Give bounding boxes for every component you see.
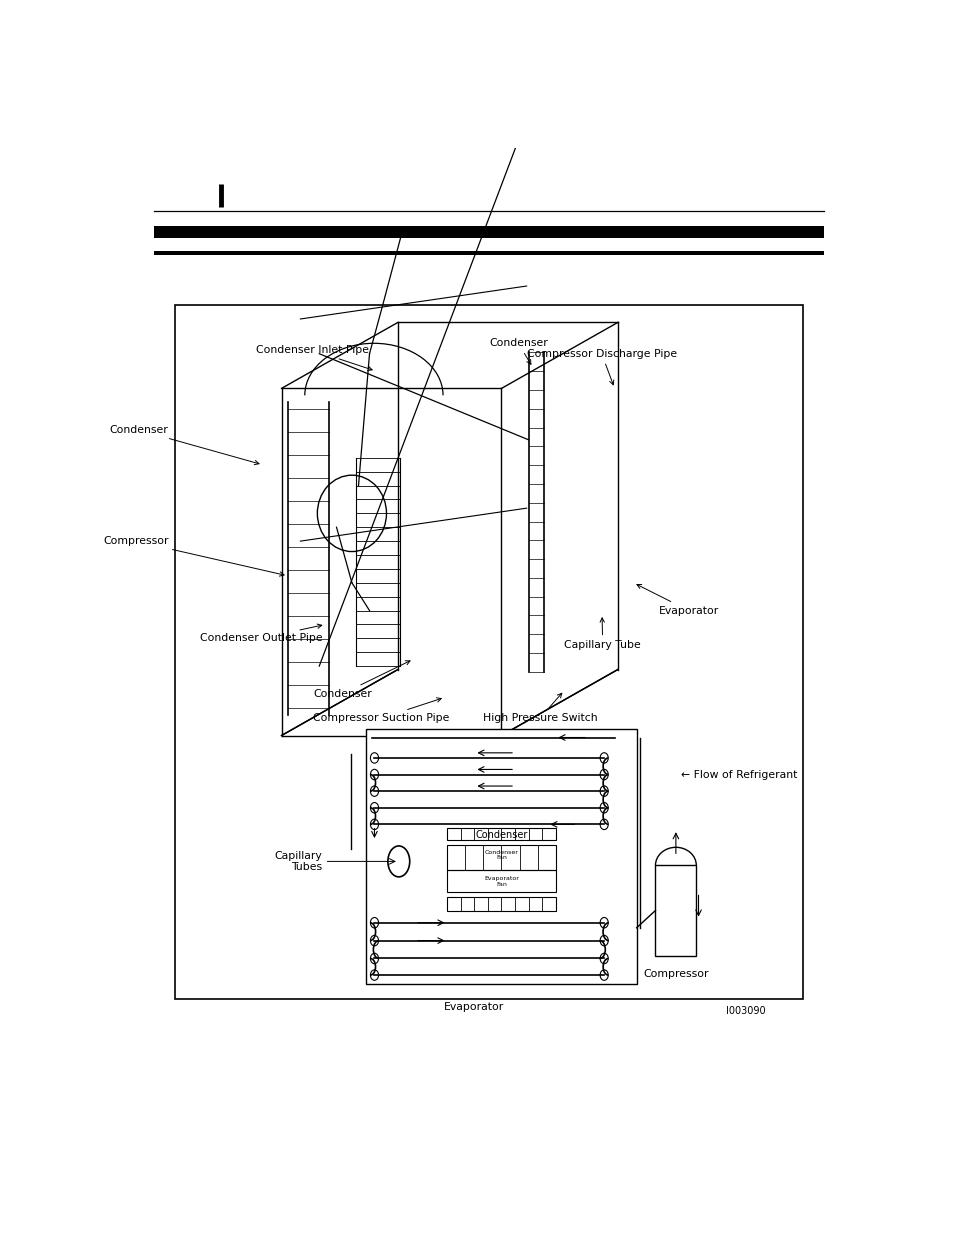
Text: High Pressure Switch: High Pressure Switch xyxy=(482,693,597,724)
Text: Compressor: Compressor xyxy=(103,536,284,577)
Text: Condenser: Condenser xyxy=(484,851,517,856)
Text: Fan: Fan xyxy=(496,882,506,887)
Text: Capillary
Tubes: Capillary Tubes xyxy=(274,851,322,872)
Text: Condenser Inlet Pipe: Condenser Inlet Pipe xyxy=(256,346,372,370)
Text: Condenser: Condenser xyxy=(475,830,527,840)
Text: Condenser: Condenser xyxy=(488,338,547,364)
Bar xyxy=(447,829,555,840)
Text: Fan: Fan xyxy=(496,855,506,860)
Bar xyxy=(153,251,823,254)
Text: Condenser: Condenser xyxy=(110,425,258,464)
Text: Evaporator: Evaporator xyxy=(637,584,719,615)
Text: Compressor Discharge Pipe: Compressor Discharge Pipe xyxy=(526,348,676,385)
Text: Evaporator: Evaporator xyxy=(444,1002,504,1011)
Text: Compressor Suction Pipe: Compressor Suction Pipe xyxy=(313,698,449,724)
Bar xyxy=(655,866,696,956)
Text: I003090: I003090 xyxy=(725,1007,764,1016)
Bar xyxy=(366,729,636,984)
Text: Evaporator: Evaporator xyxy=(483,876,518,881)
Text: Compressor: Compressor xyxy=(642,969,708,979)
Bar xyxy=(174,305,802,999)
Bar xyxy=(153,226,823,238)
Text: Condenser Outlet Pipe: Condenser Outlet Pipe xyxy=(199,624,322,643)
Text: Condenser: Condenser xyxy=(313,661,410,699)
Bar xyxy=(447,871,555,892)
Text: Capillary Tube: Capillary Tube xyxy=(564,618,640,651)
Bar xyxy=(447,845,555,871)
Bar xyxy=(447,897,555,911)
Text: ← Flow of Refrigerant: ← Flow of Refrigerant xyxy=(679,769,796,779)
